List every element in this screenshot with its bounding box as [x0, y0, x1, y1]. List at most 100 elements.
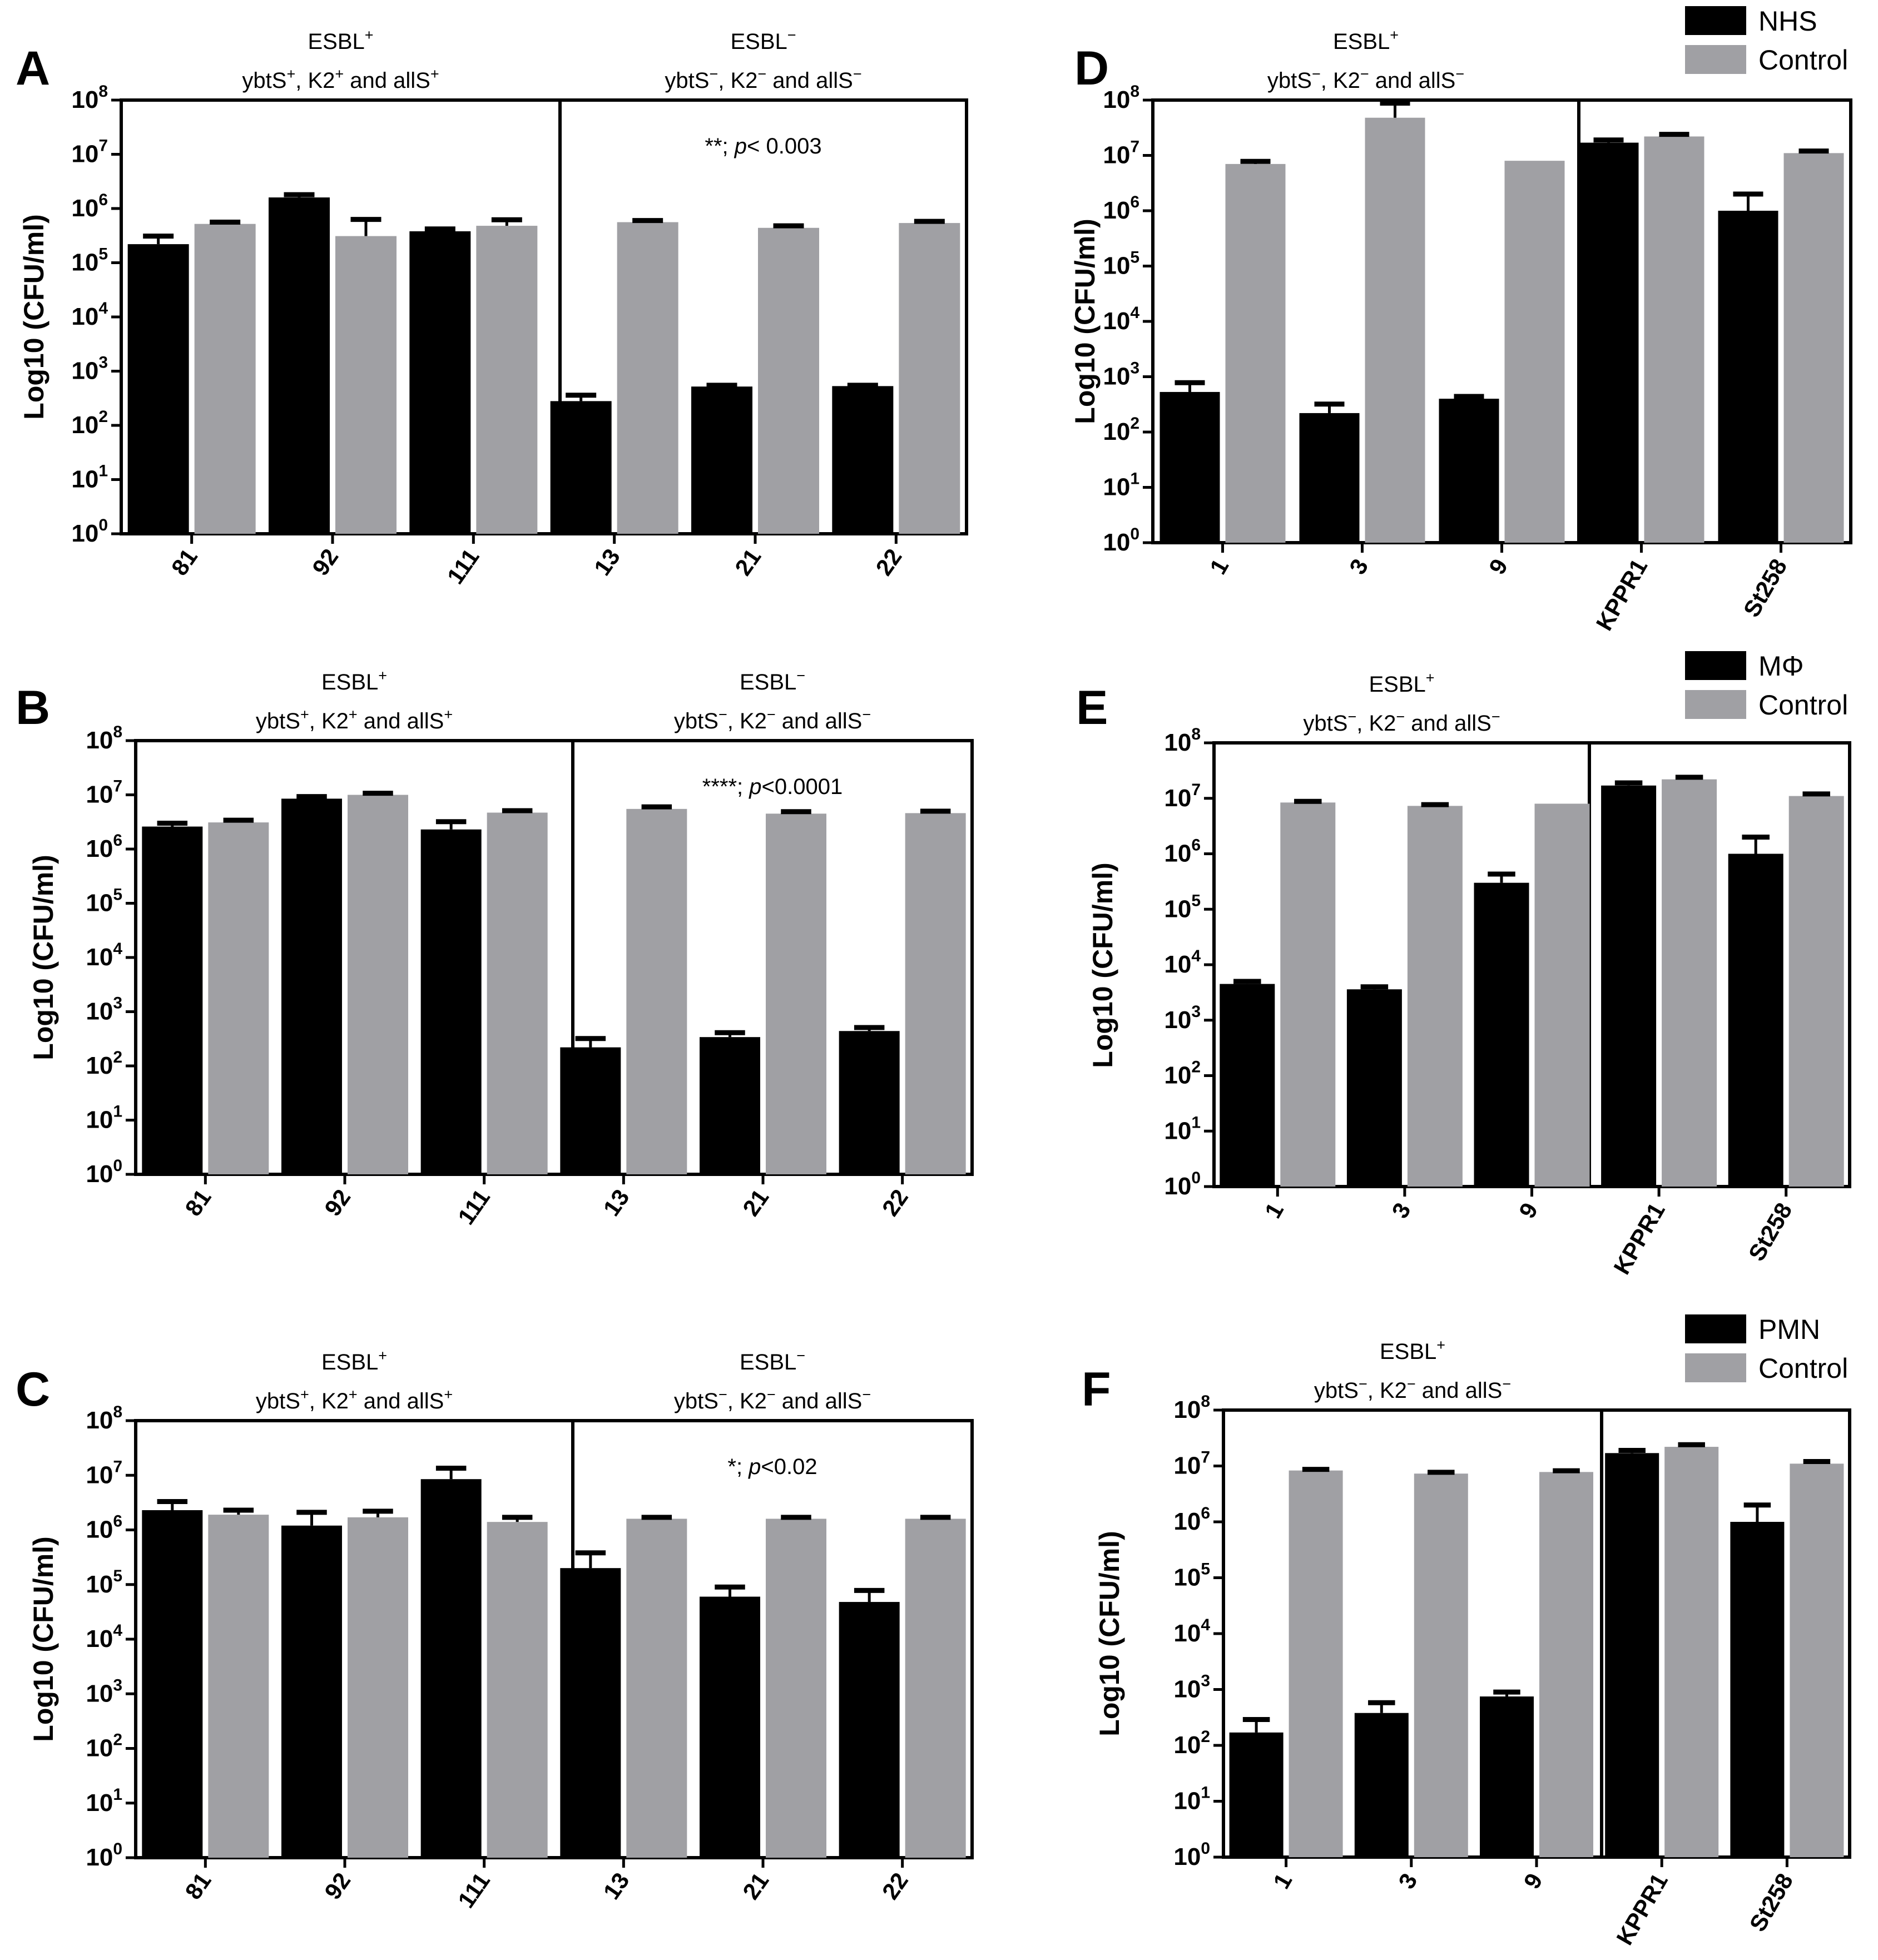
- x-tick-label: 111: [453, 1184, 495, 1229]
- y-tick-exponent: 3: [113, 994, 122, 1013]
- y-tick-label: 105: [1103, 249, 1139, 280]
- bar-treatment-111: [420, 1479, 482, 1858]
- panel-letter: E: [1076, 681, 1108, 735]
- group-header-text: ybtS: [256, 709, 300, 733]
- group-header-sup: −: [1347, 708, 1356, 725]
- bar-control-9: [1504, 161, 1565, 543]
- group-header-text: ybtS: [665, 68, 709, 93]
- y-tick-exponent: 4: [1201, 1616, 1210, 1634]
- y-tick-label: 102: [71, 408, 108, 439]
- group-header-text: ybtS: [242, 68, 286, 93]
- bar-control-1: [1289, 1470, 1343, 1857]
- bar-control-St258: [1783, 153, 1844, 543]
- y-tick-label: 108: [1173, 1392, 1210, 1423]
- y-tick-base: 10: [1103, 86, 1130, 113]
- y-tick-exponent: 5: [113, 886, 122, 904]
- y-tick-label: 100: [86, 1157, 122, 1188]
- y-tick-label: 101: [86, 1103, 122, 1134]
- group-header-line1: ESBL−: [730, 27, 796, 54]
- y-tick-exponent: 0: [98, 516, 108, 534]
- y-tick-base: 10: [86, 890, 113, 917]
- bar-treatment-22: [832, 386, 894, 534]
- group-header-base: ESBL: [740, 1350, 796, 1375]
- group-header-line2: ybtS+, K2+ and allS+: [256, 1386, 453, 1413]
- group-header-text: and allS: [776, 709, 863, 733]
- legend-label: Control: [1758, 44, 1848, 76]
- y-tick-label: 102: [86, 1048, 122, 1079]
- x-tick-label: 22: [870, 544, 906, 580]
- y-tick-base: 10: [1164, 1173, 1191, 1200]
- y-tick-label: 107: [86, 777, 122, 808]
- y-tick-base: 10: [71, 86, 98, 113]
- y-tick-exponent: 0: [113, 1840, 122, 1858]
- bar-treatment-13: [560, 1047, 621, 1174]
- y-tick-exponent: 2: [113, 1731, 122, 1749]
- y-tick-exponent: 8: [113, 723, 122, 741]
- y-tick-label: 105: [86, 886, 122, 917]
- bar-control-St258: [1788, 796, 1844, 1187]
- legend-swatch: [1685, 690, 1746, 719]
- legend-swatch: [1685, 45, 1746, 74]
- bar-pmn-9: [1480, 1696, 1534, 1857]
- group-header-line1: ESBL+: [1380, 1337, 1445, 1364]
- group-header-sign: +: [378, 1347, 387, 1364]
- bar-control-KPPR1: [1662, 779, 1717, 1187]
- y-tick-label: 106: [86, 1512, 122, 1544]
- significance-annotation: **; p< 0.003: [705, 134, 821, 158]
- group-header-sup: +: [286, 66, 295, 82]
- legend-swatch: [1685, 1353, 1746, 1382]
- bar-control-22: [905, 813, 966, 1174]
- y-tick-label: 104: [1173, 1616, 1210, 1647]
- group-header-sup: −: [1396, 708, 1405, 725]
- group-header-text: ybtS: [1314, 1378, 1359, 1403]
- y-tick-label: 102: [1164, 1058, 1201, 1089]
- y-tick-base: 10: [86, 835, 113, 862]
- x-tick-label: 3: [1386, 1198, 1415, 1223]
- x-tick-label: 81: [180, 1868, 216, 1904]
- significance-value: <0.0001: [762, 775, 843, 799]
- group-header-sup: +: [444, 706, 453, 723]
- y-tick-label: 102: [86, 1731, 122, 1762]
- y-tick-exponent: 2: [1201, 1728, 1210, 1746]
- y-tick-base: 10: [86, 1625, 113, 1653]
- x-tick-label: KPPR1: [1608, 1198, 1670, 1279]
- y-tick-base: 10: [1103, 307, 1130, 335]
- group-header-text: , K2: [727, 709, 767, 733]
- y-tick-base: 10: [1103, 529, 1130, 556]
- x-tick-label: 92: [319, 1184, 355, 1220]
- bar-mφ-St258: [1728, 854, 1783, 1187]
- legend: MΦ Control: [1685, 651, 1848, 721]
- group-header-line1: ESBL+: [1369, 669, 1434, 697]
- y-tick-base: 10: [1173, 1843, 1201, 1870]
- y-tick-label: 107: [1164, 781, 1201, 812]
- bar-control-13: [626, 1519, 687, 1858]
- group-header-sup: −: [719, 706, 727, 723]
- bar-mφ-9: [1474, 882, 1529, 1187]
- x-tick-label: 22: [877, 1184, 913, 1220]
- bar-treatment-13: [560, 1568, 621, 1858]
- y-tick-exponent: 5: [98, 245, 108, 264]
- bar-control-9: [1534, 803, 1590, 1187]
- bar-control-92: [335, 236, 397, 534]
- group-header-text: , K2: [295, 68, 335, 93]
- group-header-base: ESBL: [730, 29, 787, 54]
- y-tick-base: 10: [1103, 197, 1130, 224]
- y-tick-label: 107: [71, 137, 108, 168]
- bar-treatment-22: [839, 1602, 900, 1858]
- y-tick-exponent: 5: [1130, 249, 1139, 267]
- y-tick-base: 10: [71, 141, 98, 168]
- y-tick-exponent: 6: [113, 1512, 122, 1531]
- y-tick-base: 10: [86, 998, 113, 1025]
- x-tick-label: 1: [1260, 1198, 1289, 1223]
- y-tick-base: 10: [86, 1571, 113, 1598]
- group-header-sup: −: [757, 66, 766, 82]
- x-tick-label: 3: [1344, 554, 1373, 579]
- significance-p: p: [734, 134, 747, 158]
- x-tick-label: St258: [1744, 1869, 1798, 1936]
- significance-stars: ****: [702, 775, 737, 799]
- bar-treatment-111: [409, 231, 471, 534]
- y-tick-base: 10: [1164, 1006, 1191, 1034]
- y-tick-base: 10: [71, 466, 98, 493]
